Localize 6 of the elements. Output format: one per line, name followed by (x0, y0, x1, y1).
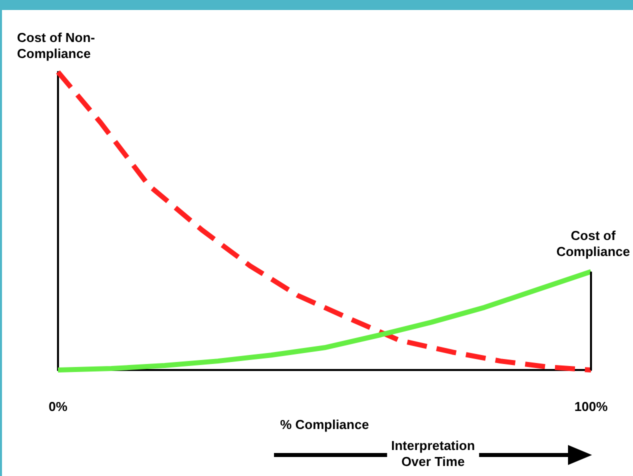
text: Interpretation Over Time (387, 438, 479, 470)
x-tick-label: 100% (574, 399, 608, 414)
annotation: Cost of Compliance (556, 228, 630, 260)
x-tick-label: 0% (48, 399, 68, 414)
text: Cost of Non- Compliance (17, 30, 95, 62)
x-axis-title: % Compliance (280, 416, 369, 432)
